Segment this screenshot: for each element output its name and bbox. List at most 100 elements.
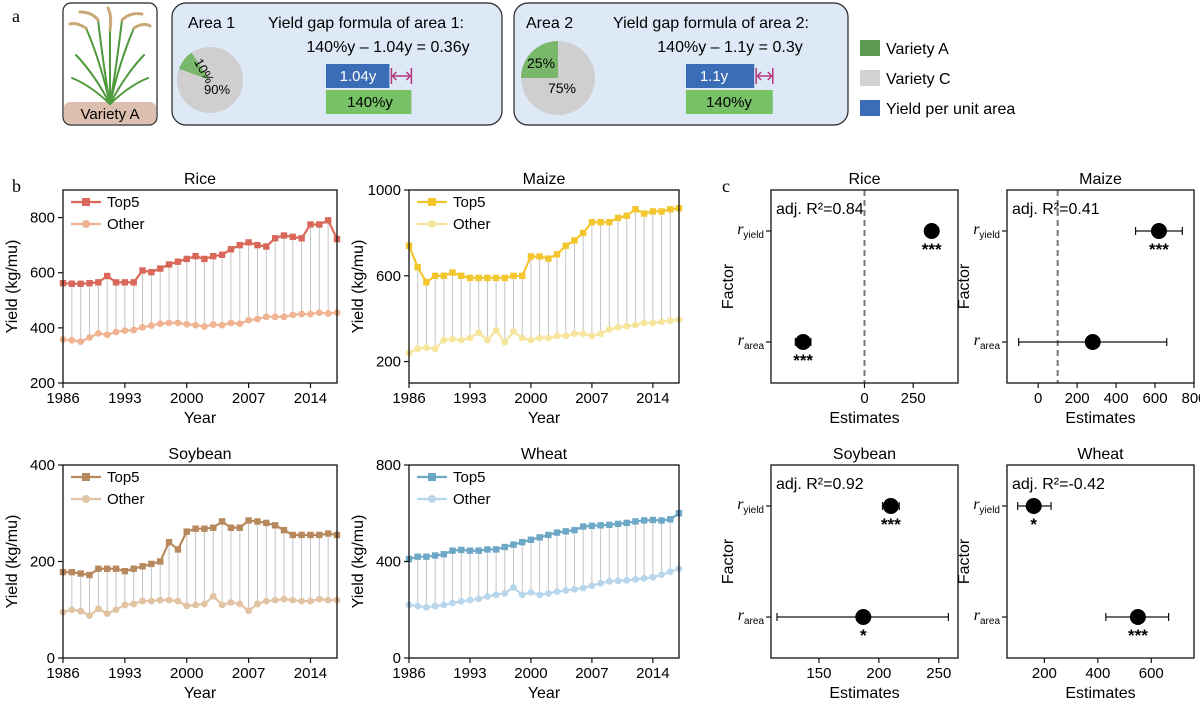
point-top5 [316,531,323,539]
point-other [440,336,448,344]
point-top5 [571,526,578,534]
point-top5 [597,218,604,226]
x-tick-label: 2007 [232,665,265,682]
point-other [183,602,191,610]
point-other [315,595,323,603]
point-top5 [210,524,217,531]
point-top5 [298,235,305,242]
area1-bar-target-label: 140%y [347,94,393,111]
x-tick-label: 2014 [294,390,327,407]
point-other [130,326,138,334]
estimate-point-r-area [1084,334,1101,350]
point-other [174,319,182,327]
point-other [209,592,217,600]
area2-pie-label-a: 25% [527,55,555,71]
point-other [271,313,279,321]
point-top5 [271,235,279,242]
point-other [597,330,605,338]
point-other [605,325,613,333]
forest-plot-maize: Maize adj. R²=0.41 *** ryield rarea 0 200 400 60… [956,171,1200,427]
r-squared-annotation: adj. R²=-0.42 [1012,476,1105,493]
point-top5 [183,528,190,535]
point-top5 [263,243,270,250]
point-other [640,319,648,327]
significance-stars: * [860,626,867,645]
chart-title: Wheat [521,446,568,463]
legend-marker-other [428,220,436,228]
point-top5 [440,272,448,279]
point-top5 [536,253,543,260]
area2-bar-yield-label: 1.1y [700,68,729,85]
point-other [112,328,120,336]
point-top5 [527,253,535,260]
point-top5 [165,261,173,268]
legend-swatch-variety-a [860,40,880,56]
point-other [147,322,155,330]
point-top5 [245,239,252,246]
legend-label-other: Other [107,491,145,508]
x-tick-label: 0 [1034,390,1042,407]
point-top5 [510,541,517,548]
point-other [527,336,535,344]
point-other [227,319,235,327]
area1-bar-yield [326,64,390,88]
point-other [579,330,587,338]
legend-label-top5: Top5 [453,194,486,211]
x-tick-label: 400 [1104,390,1129,407]
x-tick-label: 600 [1143,390,1168,407]
x-tick-label: 2000 [514,390,547,407]
point-top5 [201,255,208,263]
point-other [457,336,465,344]
significance-stars: *** [1128,626,1148,645]
area1-formula-title: Yield gap formula of area 1: [268,15,464,32]
gap-arrow-left [391,71,397,81]
point-other [156,320,164,328]
plot-frame [770,464,959,659]
point-top5 [588,218,596,226]
estimate-point-r-area [855,609,872,625]
point-top5 [614,214,622,222]
point-top5 [157,265,164,272]
point-other [289,596,297,604]
point-other [666,317,674,325]
point-other [218,321,226,329]
point-top5 [545,255,552,262]
point-top5 [289,531,297,539]
point-top5 [95,279,102,286]
point-other [147,597,155,605]
point-other [536,334,544,342]
point-top5 [77,280,84,287]
legend-label-top5: Top5 [453,469,486,486]
y-axis-label: Factor [956,538,973,584]
point-other [201,323,208,330]
factor-label-r-area: rarea [738,332,765,352]
point-other [640,574,648,582]
point-top5 [130,565,137,572]
x-tick-label: 1993 [453,390,486,407]
point-other [579,584,587,592]
forest-plot-rice: Rice adj. R²=0.84 *** ryield *** rarea 0 250Est… [720,171,959,427]
estimate-point-r-yield [1150,223,1167,239]
area2-box: Area 2 Yield gap formula of area 2: 140%… [513,2,849,126]
estimate-point-r-yield [1025,498,1042,514]
legend-marker-top5 [82,198,90,206]
area1-box: Area 1 Yield gap formula of area 1: 140%… [171,2,503,126]
estimate-point-r-yield [882,498,899,514]
point-other [632,321,639,329]
chart-title: Rice [848,171,880,188]
point-top5 [103,272,111,280]
point-other [501,589,509,597]
point-top5 [606,521,613,529]
forest-plot-wheat: Wheat adj. R²=-0.42 * ryield *** rarea 200 400 6… [956,446,1195,702]
point-top5 [492,274,500,282]
point-top5 [562,528,569,535]
x-tick-label: 1986 [46,665,79,682]
point-other [414,345,422,353]
x-tick-label: 200 [866,665,891,682]
estimate-point-r-area [1129,609,1146,625]
point-top5 [324,530,332,537]
point-other [121,327,129,335]
x-tick-label: 2007 [575,665,608,682]
x-tick-label: 250 [901,390,926,407]
